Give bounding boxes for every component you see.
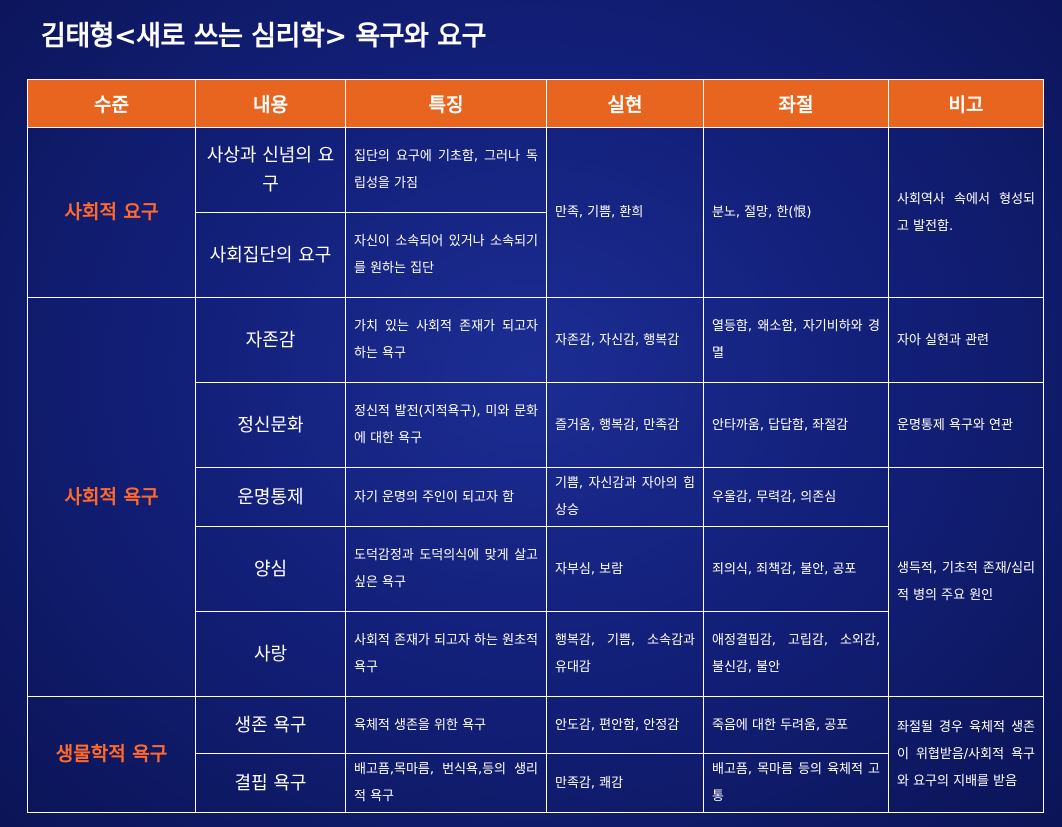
frustrate-cell: 우울감, 무력감, 의존심 xyxy=(703,467,889,527)
feature-cell: 사회적 존재가 되고자 하는 원초적 욕구 xyxy=(345,611,547,697)
header-note: 비고 xyxy=(888,79,1044,128)
content-cell: 운명통제 xyxy=(195,467,346,527)
realize-cell: 안도감, 편안함, 안정감 xyxy=(546,696,704,754)
content-cell: 정신문화 xyxy=(195,382,346,468)
needs-table: 수준 내용 특징 실현 좌절 비고 사회적 요구 사상과 신념의 요구 집단의 … xyxy=(27,79,1044,813)
header-feature: 특징 xyxy=(345,79,547,128)
level-social-demand: 사회적 요구 xyxy=(27,127,196,298)
content-cell: 양심 xyxy=(195,526,346,612)
table-row: 사회적 요구 사상과 신념의 요구 집단의 요구에 기초함, 그러나 독립성을 … xyxy=(27,127,1044,298)
feature-cell: 집단의 요구에 기초함, 그러나 독립성을 가짐 xyxy=(345,127,547,213)
table-row: 운명통제 자기 운명의 주인이 되고자 함 기쁨, 자신감과 자아의 힘 상승 … xyxy=(28,467,1044,697)
content-cell: 사회집단의 요구 xyxy=(195,212,346,298)
realize-cell: 즐거움, 행복감, 만족감 xyxy=(546,382,704,468)
header-frustrate: 좌절 xyxy=(703,79,889,128)
content-cell: 사랑 xyxy=(195,611,346,697)
realize-cell: 행복감, 기쁨, 소속감과 유대감 xyxy=(546,611,704,697)
content-cell: 결핍 욕구 xyxy=(195,753,346,813)
feature-cell: 육체적 생존을 위한 욕구 xyxy=(345,696,547,754)
frustrate-cell: 죄의식, 죄책감, 불안, 공포 xyxy=(703,526,889,612)
frustrate-cell: 열등함, 왜소함, 자기비하와 경멸 xyxy=(703,297,889,383)
realize-cell: 기쁨, 자신감과 자아의 힘 상승 xyxy=(546,467,704,527)
note-cell: 사회역사 속에서 형성되고 발전함. xyxy=(888,127,1044,298)
content-cell: 자존감 xyxy=(195,297,346,383)
note-cell: 생득적, 기초적 존재/심리적 병의 주요 원인 xyxy=(888,467,1044,697)
table-row: 사회집단의 요구 자신이 소속되어 있거나 소속되기를 원하는 집단 xyxy=(28,212,1044,298)
realize-cell: 자존감, 자신감, 행복감 xyxy=(546,297,704,383)
realize-cell: 자부심, 보람 xyxy=(546,526,704,612)
header-content: 내용 xyxy=(195,79,346,128)
feature-cell: 자신이 소속되어 있거나 소속되기를 원하는 집단 xyxy=(345,212,547,298)
frustrate-cell: 애정결핍감, 고립감, 소외감, 불신감, 불안 xyxy=(703,611,889,697)
note-cell: 운명통제 욕구와 연관 xyxy=(888,382,1044,468)
content-cell: 사상과 신념의 요구 xyxy=(195,127,346,213)
table-row: 사회적 욕구 자존감 가치 있는 사회적 존재가 되고자 하는 욕구 자존감, … xyxy=(27,297,1044,697)
frustrate-cell: 안타까움, 답답함, 좌절감 xyxy=(703,382,889,468)
feature-cell: 가치 있는 사회적 존재가 되고자 하는 욕구 xyxy=(345,297,547,383)
feature-cell: 자기 운명의 주인이 되고자 함 xyxy=(345,467,547,527)
content-cell: 생존 욕구 xyxy=(195,696,346,754)
feature-cell: 도덕감정과 도덕의식에 맞게 살고 싶은 욕구 xyxy=(345,526,547,612)
feature-cell: 정신적 발전(지적욕구), 미와 문화에 대한 욕구 xyxy=(345,382,547,468)
frustrate-cell: 죽음에 대한 두려움, 공포 xyxy=(703,696,889,754)
realize-cell: 만족감, 쾌감 xyxy=(546,753,704,813)
table-row: 결핍 욕구 배고픔,목마름, 번식욕,등의 생리적 욕구 만족감, 쾌감 배고픔… xyxy=(28,753,1044,813)
table-row: 정신문화 정신적 발전(지적욕구), 미와 문화에 대한 욕구 즐거움, 행복감… xyxy=(28,382,1044,468)
feature-cell: 배고픔,목마름, 번식욕,등의 생리적 욕구 xyxy=(345,753,547,813)
level-social-need: 사회적 욕구 xyxy=(27,297,196,697)
table-row: 생물학적 욕구 생존 욕구 육체적 생존을 위한 욕구 안도감, 편안함, 안정… xyxy=(27,696,1044,813)
header-row: 수준 내용 특징 실현 좌절 비고 xyxy=(27,79,1044,128)
realize-cell: 만족, 기쁨, 환희 xyxy=(546,127,704,298)
header-level: 수준 xyxy=(27,79,196,128)
level-bio-need: 생물학적 욕구 xyxy=(27,696,196,813)
table-row: 양심 도덕감정과 도덕의식에 맞게 살고 싶은 욕구 자부심, 보람 죄의식, … xyxy=(28,526,1044,612)
note-cell: 좌절될 경우 육체적 생존이 위협받음/사회적 욕구와 요구의 지배를 받음 xyxy=(888,696,1044,813)
table-row: 사랑 사회적 존재가 되고자 하는 원초적 욕구 행복감, 기쁨, 소속감과 유… xyxy=(28,611,1044,697)
page-title: 김태형<새로 쓰는 심리학> 욕구와 요구 xyxy=(41,21,486,52)
note-cell: 자아 실현과 관련 xyxy=(888,297,1044,383)
frustrate-cell: 배고픔, 목마름 등의 육체적 고통 xyxy=(703,753,889,813)
frustrate-cell: 분노, 절망, 한(恨) xyxy=(703,127,889,298)
header-realize: 실현 xyxy=(546,79,704,128)
